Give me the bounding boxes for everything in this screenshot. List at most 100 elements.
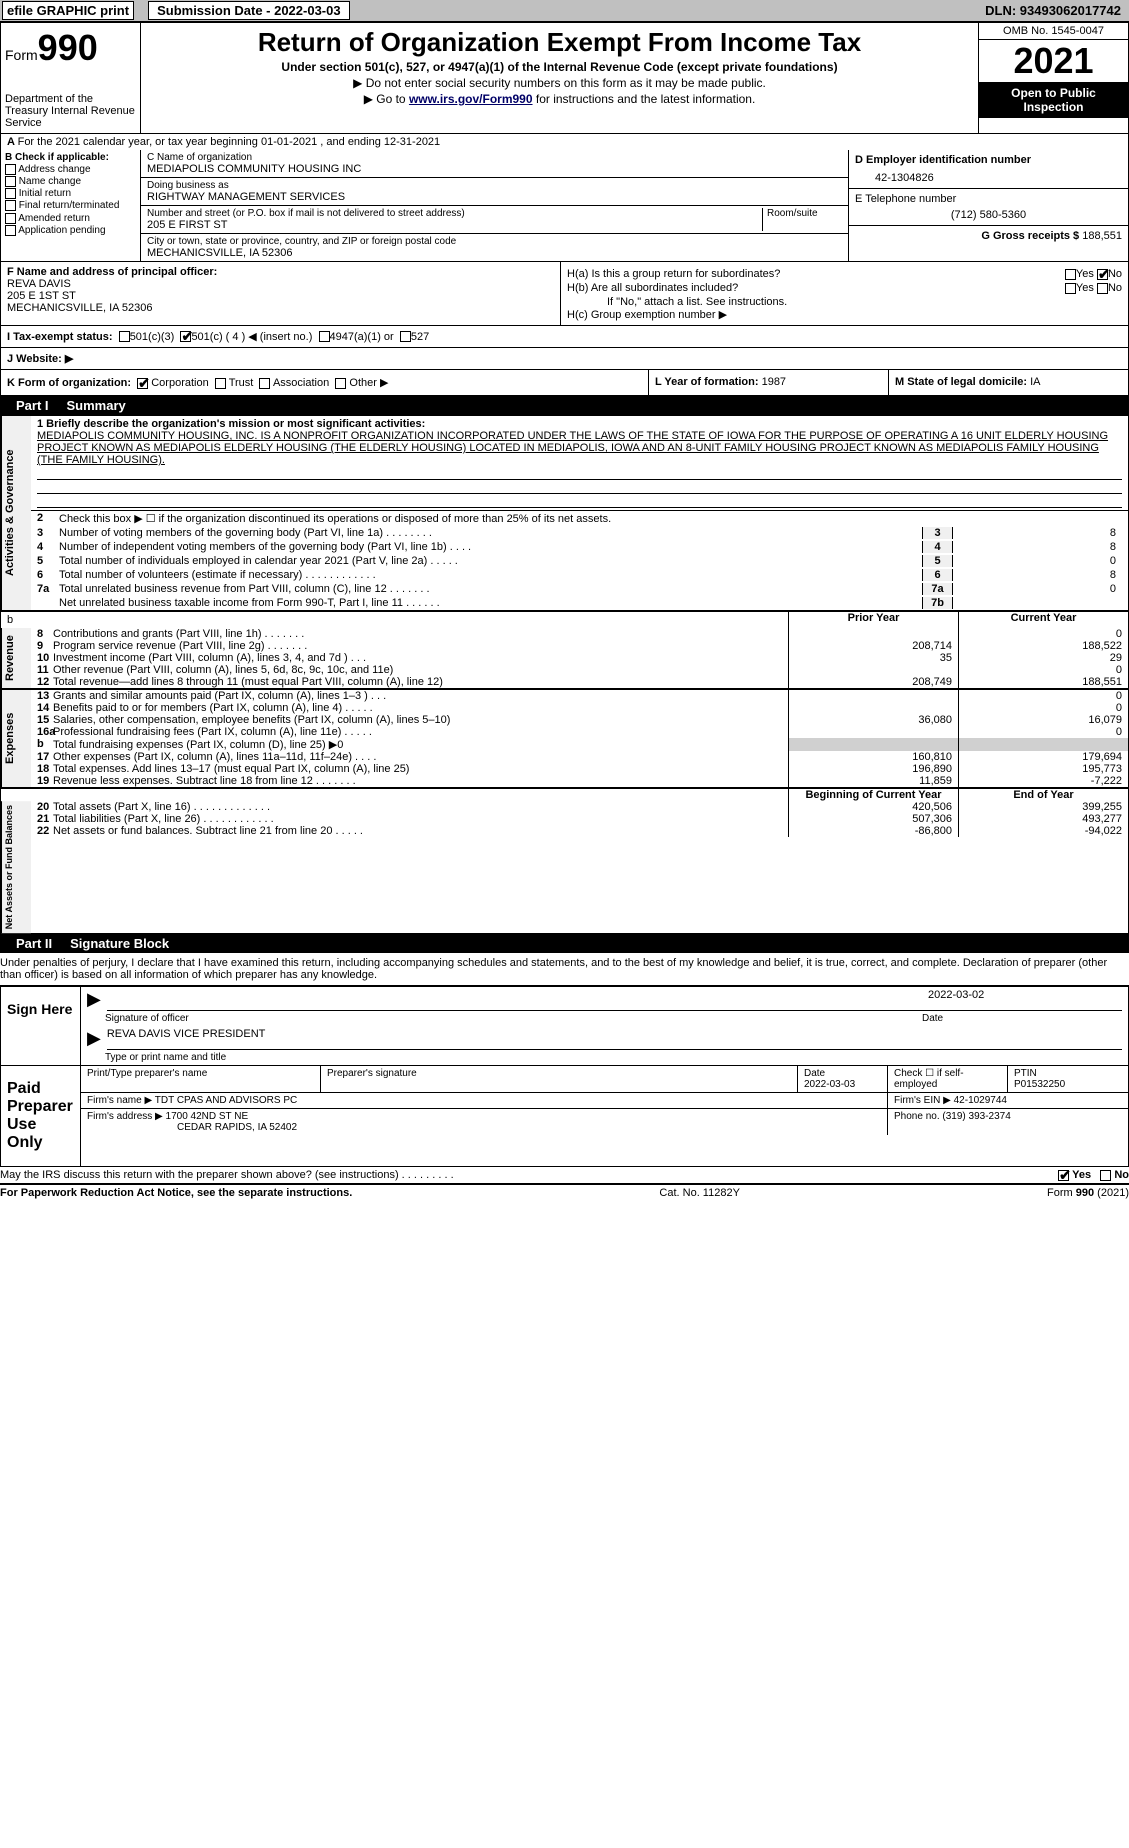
penalty-statement: Under penalties of perjury, I declare th… <box>0 953 1129 985</box>
data-row: 8Contributions and grants (Part VIII, li… <box>31 628 1128 640</box>
vert-expenses: Expenses <box>1 690 31 787</box>
form-title-box: Return of Organization Exempt From Incom… <box>141 23 978 133</box>
dba: RIGHTWAY MANAGEMENT SERVICES <box>147 191 842 203</box>
data-row: 9Program service revenue (Part VIII, lin… <box>31 640 1128 652</box>
phone-cell: E Telephone number (712) 580-5360 <box>849 189 1128 226</box>
data-row: 16aProfessional fundraising fees (Part I… <box>31 726 1128 738</box>
org-name: MEDIAPOLIS COMMUNITY HOUSING INC <box>147 163 842 175</box>
street-address: 205 E FIRST ST <box>147 219 762 231</box>
part2-header: Part IISignature Block <box>0 934 1129 953</box>
instruction-2: ▶ Go to www.irs.gov/Form990 for instruct… <box>145 92 974 106</box>
chk-initial-return[interactable]: Initial return <box>5 188 136 199</box>
expenses-section: Expenses 13Grants and similar amounts pa… <box>1 688 1128 787</box>
chk-name-change[interactable]: Name change <box>5 176 136 187</box>
col-de: D Employer identification number 42-1304… <box>848 150 1128 261</box>
cat-no: Cat. No. 11282Y <box>659 1187 740 1199</box>
year-header-row: b Prior Year Current Year <box>1 610 1128 628</box>
paperwork-notice: For Paperwork Reduction Act Notice, see … <box>0 1187 352 1199</box>
gov-row: 4Number of independent voting members of… <box>31 540 1128 554</box>
netassets-header-row: Beginning of Current Year End of Year <box>1 787 1128 801</box>
col-c: C Name of organization MEDIAPOLIS COMMUN… <box>141 150 848 261</box>
revenue-section: Revenue 8Contributions and grants (Part … <box>1 628 1128 688</box>
city-row: City or town, state or province, country… <box>141 234 848 261</box>
vert-netassets: Net Assets or Fund Balances <box>1 801 31 933</box>
data-row: 13Grants and similar amounts paid (Part … <box>31 690 1128 702</box>
dba-row: Doing business as RIGHTWAY MANAGEMENT SE… <box>141 178 848 206</box>
ein-value: 42-1304826 <box>855 166 1122 184</box>
col-b-checkboxes: B Check if applicable: Address change Na… <box>1 150 141 261</box>
year-formation: L Year of formation: 1987 <box>648 370 888 395</box>
tax-status-row: I Tax-exempt status: 501(c)(3) 501(c) ( … <box>0 326 1129 348</box>
addr-row: Number and street (or P.O. box if mail i… <box>141 206 848 234</box>
principal-officer: F Name and address of principal officer:… <box>1 262 561 325</box>
department: Department of the Treasury Internal Reve… <box>5 93 136 129</box>
data-row: 12Total revenue—add lines 8 through 11 (… <box>31 676 1128 688</box>
website-row: J Website: ▶ <box>0 348 1129 370</box>
city-state-zip: MECHANICSVILLE, IA 52306 <box>147 247 842 259</box>
form-number: 990 <box>38 27 98 68</box>
header-bar: efile GRAPHIC print Submission Date - 20… <box>0 0 1129 22</box>
netassets-section: Net Assets or Fund Balances 20Total asse… <box>1 801 1128 933</box>
line-a: A For the 2021 calendar year, or tax yea… <box>0 134 1129 150</box>
b-header: B Check if applicable: <box>5 152 136 163</box>
ptin: P01532250 <box>1014 1079 1065 1090</box>
form-header: Form990 Department of the Treasury Inter… <box>0 22 1129 134</box>
may-irs-row: May the IRS discuss this return with the… <box>0 1167 1129 1185</box>
sign-here-label: Sign Here <box>1 987 81 1065</box>
part1-body: Activities & Governance 1 Briefly descri… <box>0 415 1129 934</box>
instruction-1: ▶ Do not enter social security numbers o… <box>145 76 974 90</box>
form-id-box: Form990 Department of the Treasury Inter… <box>1 23 141 133</box>
efile-label: efile GRAPHIC print <box>2 1 134 20</box>
data-row: 20Total assets (Part X, line 16) . . . .… <box>31 801 1128 813</box>
omb-number: OMB No. 1545-0047 <box>979 23 1128 40</box>
footer-row: For Paperwork Reduction Act Notice, see … <box>0 1185 1129 1201</box>
chk-amended[interactable]: Amended return <box>5 213 136 224</box>
form-org: K Form of organization: Corporation Trus… <box>1 370 648 395</box>
part1-header: Part ISummary <box>0 396 1129 415</box>
data-row: 14Benefits paid to or for members (Part … <box>31 702 1128 714</box>
mission-question: 1 Briefly describe the organization's mi… <box>31 416 1128 511</box>
phone-value: (712) 580-5360 <box>855 205 1122 221</box>
chk-application-pending[interactable]: Application pending <box>5 225 136 236</box>
firm-name: TDT CPAS AND ADVISORS PC <box>155 1095 297 1106</box>
mission-text: MEDIAPOLIS COMMUNITY HOUSING, INC. IS A … <box>37 430 1108 466</box>
vert-revenue: Revenue <box>1 628 31 688</box>
data-row: 10Investment income (Part VIII, column (… <box>31 652 1128 664</box>
firm-addr1: 1700 42ND ST NE <box>166 1111 249 1122</box>
omb-box: OMB No. 1545-0047 2021 Open to Public In… <box>978 23 1128 133</box>
irs-link[interactable]: www.irs.gov/Form990 <box>409 92 533 106</box>
gross-receipts-cell: G Gross receipts $ 188,551 <box>849 226 1128 246</box>
form-title: Return of Organization Exempt From Incom… <box>145 27 974 58</box>
state-domicile: M State of legal domicile: IA <box>888 370 1128 395</box>
data-row: 18Total expenses. Add lines 13–17 (must … <box>31 763 1128 775</box>
chk-final-return[interactable]: Final return/terminated <box>5 200 136 211</box>
firm-phone: (319) 393-2374 <box>942 1111 1010 1122</box>
officer-name: REVA DAVIS VICE PRESIDENT <box>107 1028 1122 1050</box>
ein-cell: D Employer identification number 42-1304… <box>849 150 1128 189</box>
dln: DLN: 93493062017742 <box>985 3 1127 18</box>
firm-addr2: CEDAR RAPIDS, IA 52402 <box>87 1122 297 1133</box>
data-row: 17Other expenses (Part IX, column (A), l… <box>31 751 1128 763</box>
form-subtitle: Under section 501(c), 527, or 4947(a)(1)… <box>145 60 974 74</box>
section-bcd: B Check if applicable: Address change Na… <box>0 150 1129 262</box>
org-name-row: C Name of organization MEDIAPOLIS COMMUN… <box>141 150 848 178</box>
h-section: H(a) Is this a group return for subordin… <box>561 262 1128 325</box>
klm-row: K Form of organization: Corporation Trus… <box>0 370 1129 396</box>
data-row: 19Revenue less expenses. Subtract line 1… <box>31 775 1128 787</box>
tax-year: 2021 <box>979 40 1128 82</box>
chk-address-change[interactable]: Address change <box>5 164 136 175</box>
firm-ein: 42-1029744 <box>954 1095 1007 1106</box>
signature-block: Sign Here ▶ 2022-03-02 Signature of offi… <box>0 985 1129 1167</box>
section-fh: F Name and address of principal officer:… <box>0 262 1129 326</box>
q2-row: 2Check this box ▶ ☐ if the organization … <box>31 511 1128 526</box>
open-to-public: Open to Public Inspection <box>979 82 1128 118</box>
gov-row: 7aTotal unrelated business revenue from … <box>31 582 1128 596</box>
sig-date: 2022-03-02 <box>922 989 1122 1011</box>
prep-date: 2022-03-03 <box>804 1079 855 1090</box>
vert-activities: Activities & Governance <box>1 416 31 610</box>
data-row: 21Total liabilities (Part X, line 26) . … <box>31 813 1128 825</box>
data-row: 22Net assets or fund balances. Subtract … <box>31 825 1128 837</box>
gov-row: 6Total number of volunteers (estimate if… <box>31 568 1128 582</box>
data-row: bTotal fundraising expenses (Part IX, co… <box>31 738 1128 751</box>
gross-receipts: 188,551 <box>1082 230 1122 242</box>
